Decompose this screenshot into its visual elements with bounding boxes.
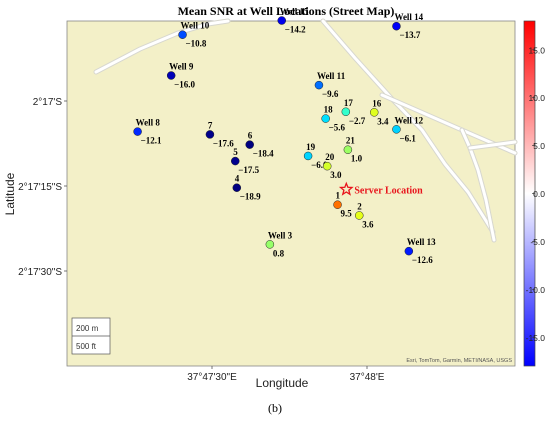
colorbar-tick-label: -15.0 <box>526 333 546 343</box>
x-tick-label: 37°47'30"E <box>187 372 237 383</box>
well-label: Well 12 <box>394 115 423 125</box>
well-value: −17.6 <box>213 138 234 148</box>
well-marker <box>392 21 401 31</box>
well-marker <box>321 114 330 123</box>
well-value: −12.6 <box>412 255 433 265</box>
colorbar-tick-label: 15.0 <box>528 45 545 55</box>
well-value: −9.6 <box>322 89 339 99</box>
well-value: −12.1 <box>141 136 162 146</box>
colorbar-tick-label: -5.0 <box>530 237 545 247</box>
well-marker <box>205 130 215 139</box>
y-tick-label: 2°17'S <box>33 97 63 108</box>
well-value: 3.4 <box>377 116 389 126</box>
scale-bar-metric: 200 m <box>76 324 99 333</box>
well-label: Well 13 <box>407 237 436 247</box>
well-marker <box>303 151 313 161</box>
well-marker <box>404 246 414 256</box>
well-value: −14.2 <box>285 25 306 35</box>
road <box>468 140 517 150</box>
well-label: Well 3 <box>268 230 293 240</box>
well-marker <box>178 30 187 39</box>
figure-caption: (b) <box>268 401 282 415</box>
well-label: Well 8 <box>136 118 161 128</box>
colorbar-tick-label: -10.0 <box>526 285 546 295</box>
well-marker <box>369 108 379 117</box>
well-value: −17.5 <box>238 165 259 175</box>
well-value: −6.1 <box>399 133 416 143</box>
well-marker <box>277 16 286 25</box>
well-value: −18.4 <box>253 149 274 159</box>
well-label: 17 <box>344 98 354 108</box>
colorbar-tick-label: 5.0 <box>533 141 545 151</box>
well-label: 1 <box>336 191 341 201</box>
well-label: 19 <box>306 142 316 152</box>
map-area: 2°17'S 2°17'15"S 2°17'30"S 37°47'30"E 37°48… <box>18 7 518 383</box>
well-value: 0.8 <box>273 248 285 258</box>
colorbar: 15.0 10.0 5.0 0.0 -5.0 -10.0 -15.0 <box>523 20 546 367</box>
well-value: 1.0 <box>351 154 363 164</box>
well-value: −16.0 <box>174 80 195 90</box>
well-marker <box>245 140 254 149</box>
y-tick-label: 2°17'15"S <box>18 182 62 193</box>
server-location: Server Location <box>338 181 423 196</box>
colorbar-tick-label: 0.0 <box>533 189 545 199</box>
server-star-icon <box>338 181 354 196</box>
roads <box>93 18 518 243</box>
well-marker <box>265 240 275 249</box>
well-label: 6 <box>248 131 253 141</box>
road <box>94 19 230 74</box>
well-marker <box>232 183 242 192</box>
scale-bar: 200 m 500 ft <box>71 317 111 355</box>
server-label: Server Location <box>354 185 423 196</box>
well-value: −5.6 <box>329 123 346 133</box>
well-marker <box>166 71 176 80</box>
well-marker <box>133 127 142 136</box>
well-value: −18.9 <box>240 192 261 202</box>
well-marker <box>314 80 324 90</box>
well-value: −10.8 <box>186 39 207 49</box>
well-label: Well 9 <box>169 62 194 72</box>
well-marker <box>355 211 364 220</box>
chart-title: Mean SNR at Well Locations (Street Map) <box>178 4 395 18</box>
well-marker <box>322 161 332 171</box>
well-value: −2.7 <box>349 116 366 126</box>
well-label: 16 <box>372 98 382 108</box>
x-ticks: 37°47'30"E 37°48'E <box>187 366 385 383</box>
well-label: Well 14 <box>394 12 423 22</box>
well-marker <box>343 145 353 154</box>
well-marker <box>392 125 401 134</box>
well-label: Well 15 <box>280 7 309 17</box>
road <box>321 19 495 234</box>
y-axis-label: Latitude <box>3 172 17 215</box>
well-label: 18 <box>324 105 334 115</box>
well-marker <box>231 156 240 166</box>
road <box>460 128 496 242</box>
well-markers: Well 10 −10.8 Well 9 −16.0 Well 8 −12.1 7−17.6… <box>133 7 436 265</box>
well-value: 3.0 <box>330 170 342 180</box>
well-value: 3.6 <box>362 219 374 229</box>
well-label: Well 11 <box>317 71 346 81</box>
well-label: 4 <box>235 174 240 184</box>
scale-bar-imperial: 500 ft <box>76 342 97 351</box>
well-label: 7 <box>208 120 213 130</box>
well-label: 5 <box>233 147 238 157</box>
y-ticks: 2°17'S 2°17'15"S 2°17'30"S <box>18 97 67 278</box>
well-value: 9.5 <box>341 209 353 219</box>
well-value: −6.0 <box>311 160 328 170</box>
map-attribution: Esri, TomTom, Garmin, METI/NASA, USGS <box>406 358 512 364</box>
well-label: Well 10 <box>181 21 210 31</box>
well-marker <box>341 107 351 117</box>
map-background <box>66 20 516 367</box>
x-tick-label: 37°48'E <box>350 372 385 383</box>
well-label: 20 <box>325 152 335 162</box>
x-axis-label: Longitude <box>256 376 309 390</box>
well-label: 2 <box>357 201 362 211</box>
colorbar-tick-label: 10.0 <box>528 93 545 103</box>
well-marker <box>333 200 342 209</box>
y-tick-label: 2°17'30"S <box>18 267 62 278</box>
well-label: 21 <box>346 136 356 146</box>
well-value: −13.7 <box>399 30 420 40</box>
